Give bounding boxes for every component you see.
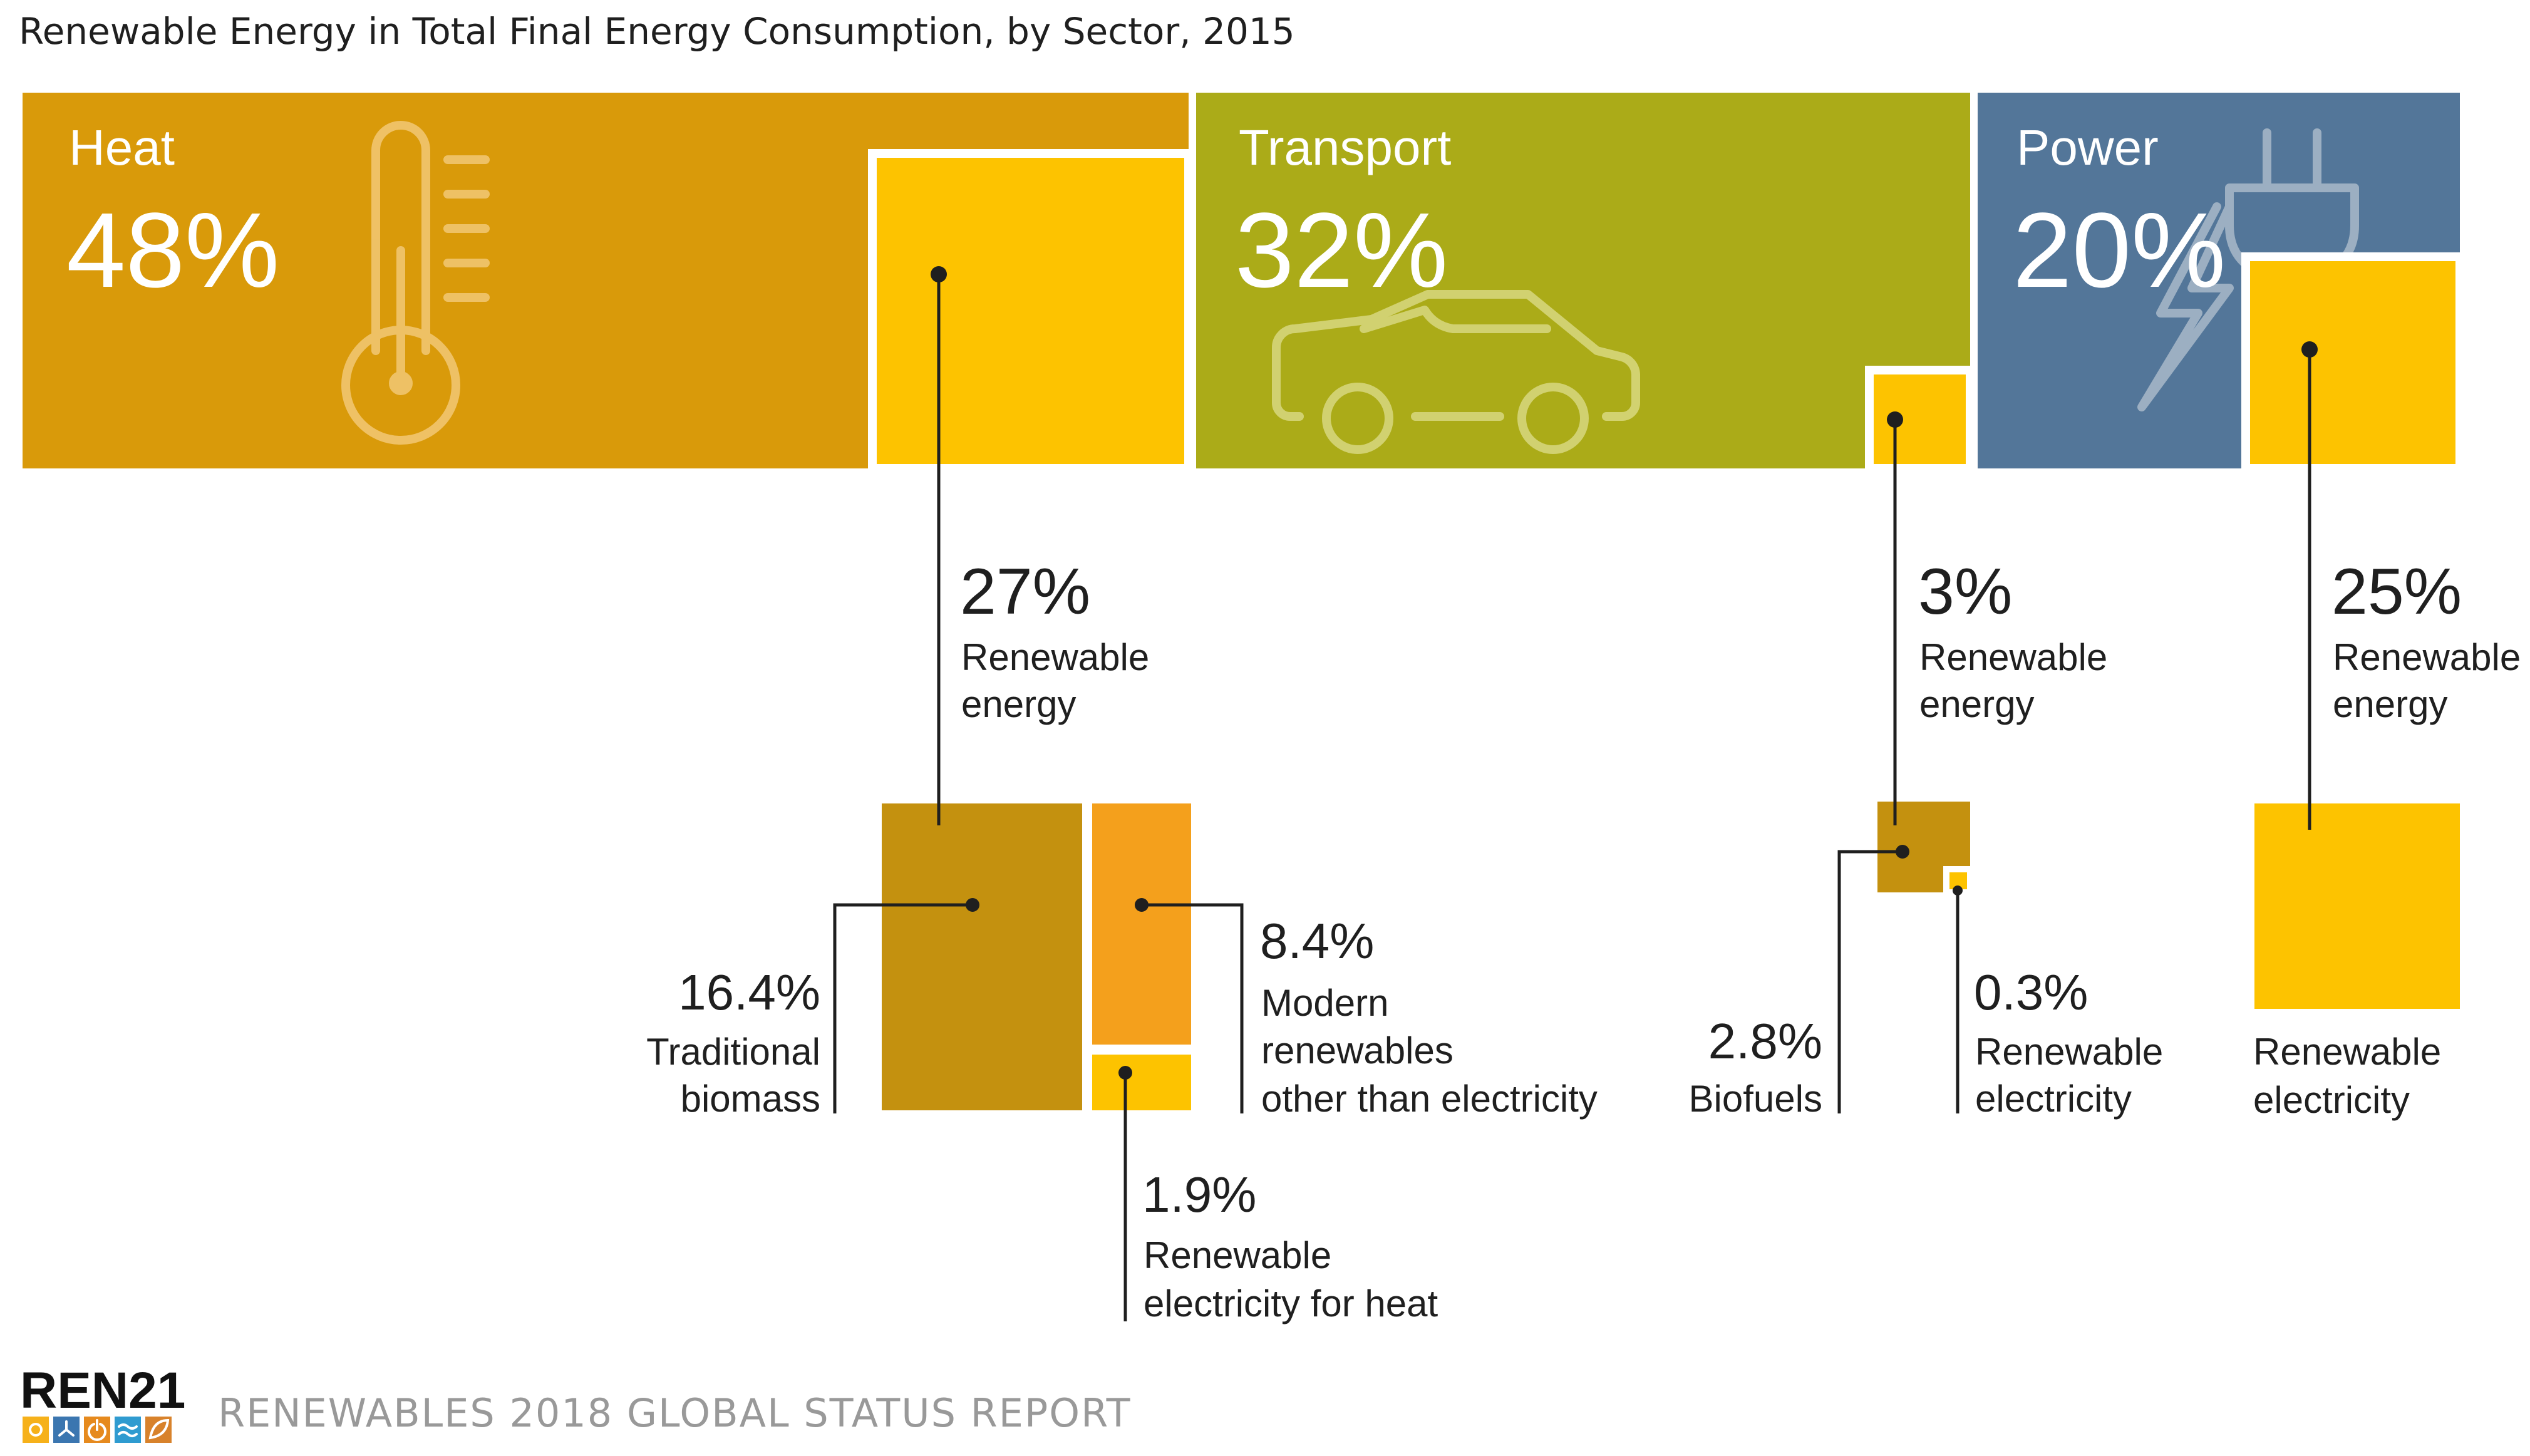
transport-elec-text-1: Renewable [1975, 1031, 2163, 1073]
modern-leader-line [1142, 903, 1244, 1113]
ren-heat-leader-dot [1118, 1066, 1132, 1080]
power-renewable-text-1: Renewable [2333, 636, 2521, 678]
transport-elec-text-2: electricity [1975, 1078, 2132, 1120]
heat-renewable-edge [1189, 149, 1196, 475]
power-share-label: 20% [2013, 191, 2226, 310]
heat-share-label: 48% [66, 191, 279, 310]
power-renewable-share-block [2241, 252, 2464, 473]
transport-renewable-text-1: Renewable [1919, 636, 2107, 678]
ren21-logo-text: REN21 [20, 1362, 185, 1419]
thermometer-icon [341, 121, 490, 445]
biomass-value: 16.4% [678, 964, 820, 1020]
modern-text-1: Modern [1261, 982, 1388, 1024]
heat-renewable-text-1: Renewable [961, 636, 1149, 678]
power-renewable-value: 25% [2331, 555, 2462, 628]
biofuels-text-1: Biofuels [1689, 1078, 1822, 1120]
biomass-text-1: Traditional [646, 1031, 820, 1073]
modern-renewables-block [1092, 803, 1191, 1045]
wave-icon [118, 1423, 138, 1437]
report-name: RENEWABLES 2018 GLOBAL STATUS REPORT [218, 1390, 1132, 1436]
power-name-label: Power [2016, 120, 2159, 175]
ren-heat-value: 1.9% [1142, 1167, 1256, 1222]
power-renewable-electricity-block [2254, 803, 2460, 1009]
ren-heat-text-2: electricity for heat [1144, 1283, 1438, 1324]
biomass-text-2: biomass [681, 1078, 820, 1120]
power-icon [88, 1419, 106, 1441]
power-renewable-text-2: energy [2333, 683, 2447, 725]
modern-text-2: renewables [1261, 1030, 1453, 1071]
power-elec-text-2: electricity [2253, 1079, 2410, 1121]
biomass-leader-line [833, 903, 973, 1113]
transport-renewable-value: 3% [1918, 555, 2012, 628]
heat-name-label: Heat [69, 120, 175, 175]
transport-elec-value: 0.3% [1974, 964, 2088, 1020]
heat-leader-dot [931, 266, 947, 282]
transport-elec-leader-dot [1953, 885, 1963, 896]
traditional-biomass-block [882, 803, 1082, 1110]
biofuels-leader-line [1837, 850, 1903, 1113]
modern-leader-dot [1135, 898, 1149, 912]
transport-name-label: Transport [1239, 120, 1451, 175]
modern-value: 8.4% [1260, 913, 1374, 969]
modern-text-3: other than electricity [1261, 1078, 1598, 1120]
chart-title: Renewable Energy in Total Final Energy C… [19, 10, 1295, 53]
wind-turbine-icon [58, 1420, 75, 1437]
transport-leader-dot [1887, 411, 1903, 428]
transport-share-label: 32% [1235, 191, 1448, 310]
power-elec-text-1: Renewable [2253, 1031, 2441, 1073]
transport-renewable-share-block [1865, 366, 1975, 473]
ren-heat-text-1: Renewable [1144, 1234, 1331, 1276]
leaf-icon [148, 1418, 170, 1440]
ren21-logo: REN21 [20, 1362, 185, 1443]
biomass-leader-dot [966, 898, 979, 912]
logo-water-tile [115, 1417, 141, 1443]
renewable-electricity-for-heat-block [1092, 1055, 1191, 1110]
biofuels-value: 2.8% [1708, 1013, 1822, 1069]
power-leader-dot [2301, 341, 2318, 358]
heat-renewable-share-block [868, 149, 1193, 473]
logo-sun-tile [23, 1417, 49, 1443]
transport-renewable-text-2: energy [1919, 683, 2034, 725]
heat-renewable-text-2: energy [961, 683, 1076, 725]
biofuels-leader-dot [1896, 845, 1909, 859]
sun-icon [29, 1423, 43, 1437]
car-icon [1272, 290, 1640, 454]
heat-renewable-value: 27% [960, 555, 1090, 628]
